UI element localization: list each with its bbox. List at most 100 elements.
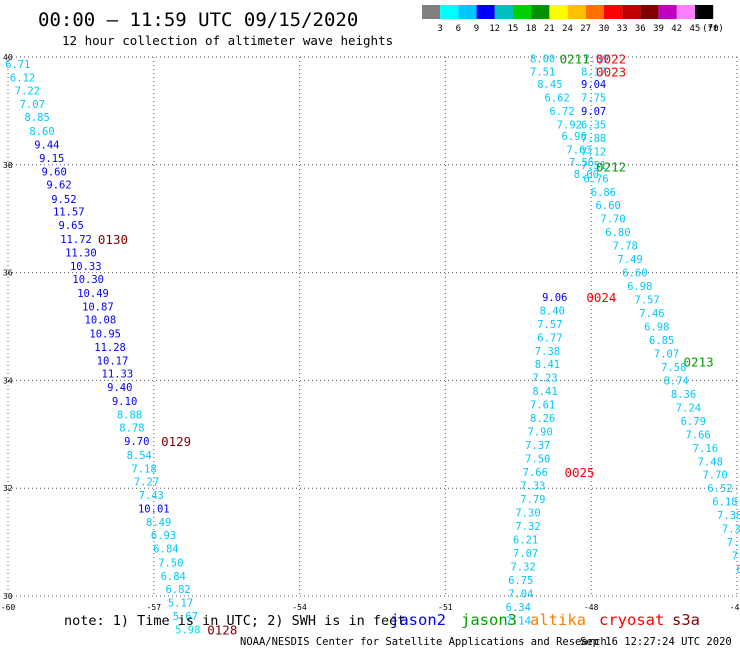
pass-time-label: 0130: [98, 232, 128, 247]
swh-value-label: 6.76: [583, 173, 608, 185]
swh-value-label: 6.71: [5, 59, 30, 71]
swh-value-label: 9.04: [581, 79, 606, 91]
legend-entry: jason2: [390, 611, 446, 629]
colorbar-swatch: [440, 5, 459, 19]
swh-value-label: 7.78: [613, 241, 638, 253]
swh-value-label: 6.18: [712, 497, 737, 509]
swh-value-label: 10.49: [77, 288, 109, 300]
swh-value-label: 10.17: [97, 355, 129, 367]
swh-value-label: 7.51: [530, 67, 555, 79]
colorbar-label: 21: [544, 24, 555, 34]
swh-value-label: 8.85: [25, 112, 50, 124]
swh-value-label: 7.90: [528, 427, 553, 439]
swh-value-label: 7.30: [515, 507, 540, 519]
swh-value-label: 7.75: [581, 92, 606, 104]
colorbar-swatch: [658, 5, 677, 19]
swh-value-label: 6.84: [161, 571, 186, 583]
swh-value-label: 11.57: [53, 207, 85, 219]
swh-value-label: 8.41: [532, 386, 557, 398]
swh-value-label: 7.12: [581, 146, 606, 158]
swh-value-label: 7.24: [676, 402, 701, 414]
pass-time-label: 0025: [564, 465, 594, 480]
swh-value-label: 11.28: [94, 342, 126, 354]
swh-value-label: 6.80: [605, 227, 630, 239]
data-points: 6.716.127.227.078.858.609.449.159.609.62…: [5, 54, 740, 637]
colorbar-label: 36: [635, 24, 646, 34]
swh-value-label: 7.23: [532, 373, 557, 385]
color-scale-bar: 3 6 9 12 15 18 21 24 27 30 33 36 39 42 45 70: [422, 5, 719, 34]
swh-value-label: 10.01: [138, 504, 170, 516]
colorbar-label: 24: [562, 24, 573, 34]
swh-value-label: 5.17: [168, 597, 193, 609]
swh-value-label: 7.07: [513, 548, 538, 560]
swh-value-label: 7.38: [722, 524, 740, 536]
swh-value-label: 10.87: [82, 302, 114, 314]
colorbar-label: 6: [456, 24, 461, 34]
swh-value-label: 7.18: [131, 463, 156, 475]
colorbar-swatch: [458, 5, 477, 19]
swh-value-label: 6.93: [151, 530, 176, 542]
pass-time-label: 0129: [161, 434, 191, 449]
swh-value-label: 7.32: [515, 521, 540, 533]
colorbar-swatch: [622, 5, 641, 19]
y-tick-label: 36: [3, 269, 13, 278]
swh-value-label: 11.72: [60, 234, 92, 246]
swh-value-label: 7.57: [634, 295, 659, 307]
swh-value-label: 7.33: [520, 481, 545, 493]
swh-value-label: 6.21: [513, 534, 538, 546]
swh-value-label: 7.32: [511, 561, 536, 573]
axis-ticks: -60 -57 -54 -51 -48 -45 30 32 34 36 38 40: [1, 53, 740, 612]
colorbar-swatch: [604, 5, 623, 19]
swh-value-label: 7.51: [581, 160, 606, 172]
y-tick-label: 30: [3, 592, 13, 601]
x-tick-label: -45: [730, 603, 740, 612]
colorbar-label: 9: [474, 24, 479, 34]
swh-value-label: 6.78: [737, 564, 740, 576]
swh-value-label: 7.66: [523, 467, 548, 479]
satellite-legend: jason2 jason3 altika cryosat s3a: [390, 611, 700, 629]
swh-value-label: 6.96: [562, 131, 587, 143]
colorbar-unit: (ft): [702, 24, 724, 34]
swh-value-label: 6.85: [649, 335, 674, 347]
swh-value-label: 8.45: [537, 79, 562, 91]
x-tick-label: -54: [292, 603, 307, 612]
x-tick-label: -51: [438, 603, 453, 612]
swh-value-label: 6.84: [153, 544, 178, 556]
colorbar-label: 30: [598, 24, 609, 34]
y-tick-label: 38: [3, 161, 13, 170]
colorbar-swatch: [585, 5, 604, 19]
swh-value-label: 7.88: [581, 133, 606, 145]
swh-value-label: 8.54: [127, 450, 152, 462]
pass-time-label: 0212: [596, 159, 626, 174]
colorbar-label: 18: [526, 24, 537, 34]
note-text: note: 1) Time is in UTC; 2) SWH is in fe…: [64, 613, 405, 629]
x-tick-label: -57: [147, 603, 162, 612]
swh-value-label: 11.33: [102, 368, 134, 380]
swh-value-label: 7.63: [566, 145, 591, 157]
y-tick-label: 40: [3, 53, 13, 62]
swh-value-label: 8.40: [540, 305, 565, 317]
swh-value-label: 9.65: [59, 220, 84, 232]
swh-value-label: 7.50: [525, 454, 550, 466]
swh-value-label: 6.98: [627, 281, 652, 293]
swh-value-label: 7.56: [569, 157, 594, 169]
swh-value-label: 7.18: [732, 551, 740, 563]
footer-credit: NOAA/NESDIS Center for Satellite Applica…: [240, 636, 607, 648]
swh-value-label: 7.92: [557, 119, 582, 131]
colorbar-swatch: [695, 5, 714, 19]
swh-value-label: 7.70: [600, 214, 625, 226]
y-tick-label: 34: [3, 376, 13, 385]
swh-value-label: 8.74: [664, 375, 689, 387]
swh-value-label: 6.86: [591, 187, 616, 199]
swh-value-label: 6.79: [681, 416, 706, 428]
swh-value-label: 7.31: [727, 537, 740, 549]
swh-value-label: 7.57: [537, 319, 562, 331]
chart-grid: [7, 56, 738, 597]
swh-value-label: 8.78: [119, 422, 144, 434]
swh-value-label: 11.30: [65, 248, 97, 260]
colorbar-swatch: [513, 5, 532, 19]
swh-value-label: 6.75: [508, 575, 533, 587]
colorbar-label: 3: [437, 24, 442, 34]
y-tick-label: 32: [3, 484, 13, 493]
